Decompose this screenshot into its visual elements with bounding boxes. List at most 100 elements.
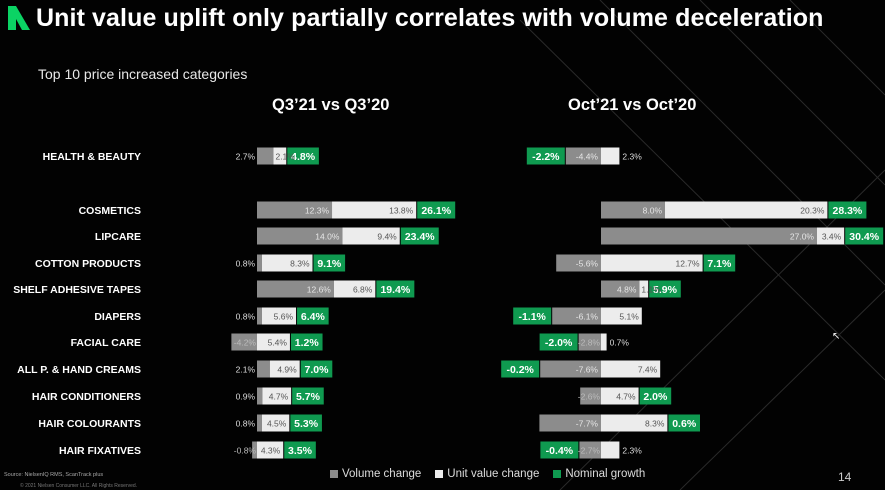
volume-label: -4.4% xyxy=(576,152,599,162)
panel-oct: -2.2% -4.4% 2.3% 28.3% 8.0% 20.3% 30.4% 27.0% 3.… xyxy=(501,147,884,459)
volume-bar xyxy=(257,414,262,432)
nominal-bar xyxy=(376,280,415,298)
unit-value-label: 4.3% xyxy=(261,446,281,456)
nominal-label: 5.7% xyxy=(296,391,321,403)
volume-bar xyxy=(257,227,343,245)
nominal-bar xyxy=(703,254,736,272)
nominal-label: 7.1% xyxy=(707,258,732,270)
nominal-bar xyxy=(400,227,439,245)
nominal-bar xyxy=(539,333,578,351)
nominal-label: -1.1% xyxy=(518,311,546,323)
volume-bar xyxy=(257,307,262,325)
unit-value-bar xyxy=(601,360,661,378)
volume-bar xyxy=(257,387,263,405)
volume-label: 2.7% xyxy=(236,152,256,162)
volume-label: 0.8% xyxy=(236,419,256,429)
volume-bar xyxy=(601,227,817,245)
chart-legend: Volume change Unit value change Nominal … xyxy=(330,468,645,480)
unit-value-label: 2.1% xyxy=(275,152,295,162)
category-label: COSMETICS xyxy=(79,205,141,217)
unit-value-bar xyxy=(257,333,290,351)
category-label: DIAPERS xyxy=(94,311,141,323)
nominal-label: 5.9% xyxy=(653,284,678,296)
nominal-label: -2.0% xyxy=(545,337,573,349)
volume-bar xyxy=(540,360,601,378)
volume-bar xyxy=(579,441,601,459)
volume-label: 12.6% xyxy=(307,285,332,295)
unit-value-bar xyxy=(601,441,620,459)
volume-bar xyxy=(601,280,640,298)
category-label: LIPCARE xyxy=(95,231,141,243)
unit-value-bar xyxy=(261,307,297,325)
brand-logo-icon xyxy=(8,6,30,30)
unit-value-label: 2.3% xyxy=(622,152,642,162)
unit-value-bar xyxy=(269,360,300,378)
nominal-label: -2.2% xyxy=(532,151,560,163)
unit-value-bar xyxy=(257,441,284,459)
nominal-label: 30.4% xyxy=(849,231,879,243)
unit-value-bar xyxy=(817,227,845,245)
page-title: Unit value uplift only partially correla… xyxy=(36,4,824,32)
nominal-label: 6.4% xyxy=(301,311,326,323)
legend-item-unit-value: Unit value change xyxy=(435,468,539,480)
nominal-bar xyxy=(290,414,322,432)
nominal-label: 26.1% xyxy=(421,205,451,217)
unit-value-label: 4.7% xyxy=(616,392,636,402)
panel-q3: 4.8% 2.7% 2.1% 26.1% 12.3% 13.8% 23.4% 14.0% 9.4… xyxy=(231,147,456,459)
volume-label: 0.9% xyxy=(236,392,256,402)
decor-line xyxy=(559,169,885,490)
unit-value-label: 4.5% xyxy=(267,419,287,429)
unit-value-bar xyxy=(273,147,287,165)
unit-value-label: 4.7% xyxy=(269,392,289,402)
volume-bar xyxy=(257,201,333,219)
volume-bar xyxy=(252,441,257,459)
unit-value-label: 5.4% xyxy=(268,338,288,348)
nominal-bar xyxy=(526,147,565,165)
unit-value-bar xyxy=(601,387,639,405)
unit-value-bar xyxy=(342,227,400,245)
page-subtitle: Top 10 price increased categories xyxy=(38,66,248,82)
decor-line xyxy=(789,0,885,96)
decor-line xyxy=(519,19,885,381)
nominal-label: 1.2% xyxy=(295,337,320,349)
nominal-bar xyxy=(649,280,681,298)
category-label: ALL P. & HAND CREAMS xyxy=(17,364,141,376)
source-note: Source: NielsenIQ RMS, ScanTrack plus xyxy=(4,472,104,478)
nominal-bar xyxy=(290,333,323,351)
volume-label: -4.2% xyxy=(234,338,257,348)
volume-label: 14.0% xyxy=(315,232,340,242)
nominal-label: 3.5% xyxy=(288,445,313,457)
nominal-bar xyxy=(300,360,333,378)
unit-value-label: 5.1% xyxy=(619,312,639,322)
nominal-bar xyxy=(513,307,552,325)
volume-bar xyxy=(552,307,601,325)
mouse-cursor-icon: ↖ xyxy=(832,331,841,342)
nominal-bar xyxy=(417,201,456,219)
nominal-bar xyxy=(540,441,579,459)
volume-label: 8.0% xyxy=(643,206,663,216)
volume-bar xyxy=(601,201,665,219)
volume-label: -2.8% xyxy=(578,338,601,348)
volume-label: 0.8% xyxy=(236,259,256,269)
unit-value-label: 7.4% xyxy=(638,365,658,375)
unit-value-label: 6.8% xyxy=(353,285,373,295)
nominal-bar xyxy=(501,360,540,378)
unit-value-label: 8.3% xyxy=(645,419,665,429)
volume-label: -7.6% xyxy=(576,365,599,375)
nominal-label: 5.3% xyxy=(294,418,319,430)
nominal-bar xyxy=(284,441,316,459)
unit-value-bar xyxy=(261,254,313,272)
unit-value-bar xyxy=(601,414,668,432)
volume-label: 12.3% xyxy=(305,206,330,216)
decor-line xyxy=(679,289,885,490)
category-labels: HEALTH & BEAUTY COSMETICS LIPCARE COTTON PR… xyxy=(13,151,141,457)
volume-bar xyxy=(578,333,601,351)
volume-label: -6.1% xyxy=(576,312,599,322)
nominal-bar xyxy=(313,254,346,272)
nominal-bar xyxy=(668,414,700,432)
nominal-bar xyxy=(287,147,319,165)
unit-value-bar xyxy=(261,414,290,432)
nominal-bar xyxy=(828,201,867,219)
copyright-note: © 2021 Nielsen Consumer LLC. All Rights … xyxy=(20,483,138,489)
volume-label: -2.6% xyxy=(578,392,601,402)
